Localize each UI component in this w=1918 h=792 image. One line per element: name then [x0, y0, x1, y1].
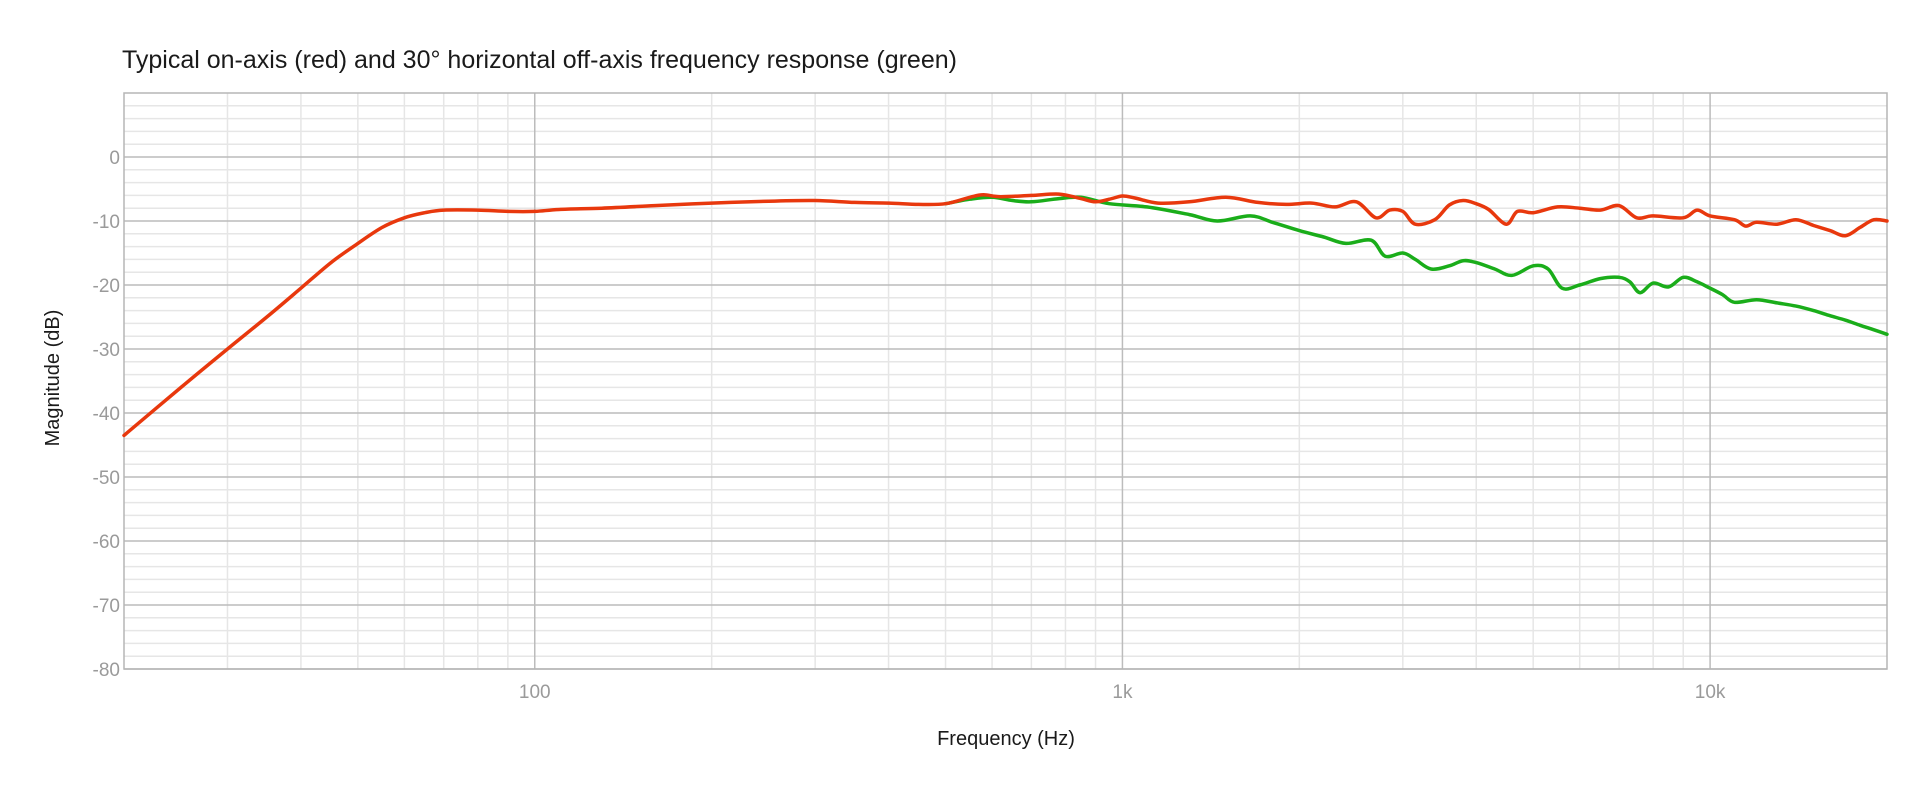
tick-labels: 0 -10 -20 -30 -40 -50 -60 -70 -80 100 1k 10k — [93, 148, 1726, 703]
y-axis-label: Magnitude (dB) — [42, 310, 64, 447]
y-tick-label: 0 — [109, 148, 120, 169]
x-tick-label: 10k — [1695, 682, 1726, 703]
on-axis-response-line — [122, 192, 1889, 438]
chart-title: Typical on-axis (red) and 30° horizontal… — [122, 46, 957, 74]
y-tick-label: -70 — [93, 596, 120, 617]
x-axis-label: Frequency (Hz) — [937, 728, 1075, 750]
x-tick-label: 1k — [1112, 682, 1133, 703]
y-tick-label: -80 — [93, 660, 120, 681]
y-tick-label: -10 — [93, 212, 120, 233]
y-tick-label: -20 — [93, 276, 120, 297]
minor-grid — [124, 93, 1887, 669]
plot-frame — [123, 92, 1888, 670]
x-tick-label: 100 — [519, 682, 551, 703]
major-grid — [124, 93, 1887, 670]
y-tick-label: -30 — [93, 340, 120, 361]
y-tick-label: -60 — [93, 532, 120, 553]
y-tick-label: -40 — [93, 404, 120, 425]
y-tick-label: -50 — [93, 468, 120, 489]
off-axis-response-line — [943, 195, 1889, 337]
series-layer — [122, 192, 1889, 438]
